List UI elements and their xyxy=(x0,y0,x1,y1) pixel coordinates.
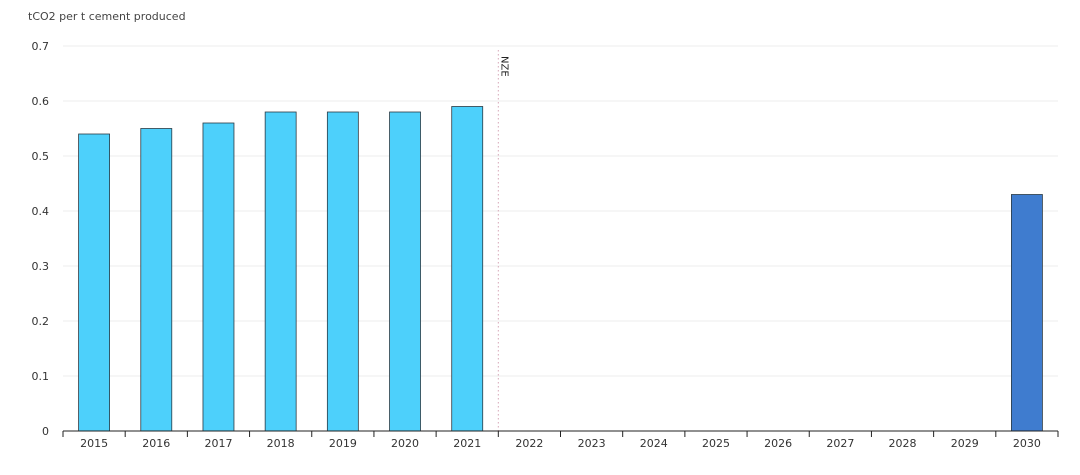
bar-2019 xyxy=(326,111,359,432)
x-tick-label: 2015 xyxy=(80,437,108,450)
x-tick-label: 2017 xyxy=(204,437,232,450)
x-tick-label: 2029 xyxy=(951,437,979,450)
x-tick-label: 2025 xyxy=(702,437,730,450)
bar-2030 xyxy=(1011,194,1043,432)
x-tick-label: 2022 xyxy=(515,437,543,450)
y-tick-label: 0.6 xyxy=(32,95,50,108)
x-tick-label: 2027 xyxy=(826,437,854,450)
x-tick-label: 2024 xyxy=(640,437,668,450)
y-tick-label: 0.7 xyxy=(32,40,50,53)
x-axis: 2015 2016 2017 2018 2019 2020 2021 2022 2023 2024… xyxy=(62,430,1059,450)
y-tick-label: 0.5 xyxy=(32,150,50,163)
y-tick-label: 0.2 xyxy=(32,315,50,328)
x-tick-label: 2021 xyxy=(453,437,481,450)
x-tick-label: 2016 xyxy=(142,437,170,450)
nze-marker: NZE xyxy=(497,50,509,431)
nze-marker-label: NZE xyxy=(498,56,509,77)
bars xyxy=(78,106,1043,432)
x-tick-label: 2020 xyxy=(391,437,419,450)
bar-2018 xyxy=(264,111,297,432)
x-tick-label: 2018 xyxy=(267,437,295,450)
bar-2021 xyxy=(451,106,484,432)
x-tick-label: 2028 xyxy=(889,437,917,450)
bar-2015 xyxy=(78,133,110,432)
bar-2016 xyxy=(140,128,173,432)
bar-2020 xyxy=(389,111,421,432)
x-tick-label: 2026 xyxy=(764,437,792,450)
bar-2017 xyxy=(202,122,235,432)
y-tick-label: 0.1 xyxy=(32,370,50,383)
x-tick-label: 2019 xyxy=(329,437,357,450)
x-tick-label: 2023 xyxy=(578,437,606,450)
y-tick-label: 0.3 xyxy=(32,260,50,273)
y-tick-label: 0 xyxy=(42,425,49,438)
y-axis-ticks: 0 0.1 0.2 0.3 0.4 0.5 0.6 0.7 xyxy=(32,40,50,438)
x-tick-label: 2030 xyxy=(1013,437,1041,450)
y-tick-label: 0.4 xyxy=(32,205,50,218)
y-axis-label: tCO2 per t cement produced xyxy=(28,10,186,23)
